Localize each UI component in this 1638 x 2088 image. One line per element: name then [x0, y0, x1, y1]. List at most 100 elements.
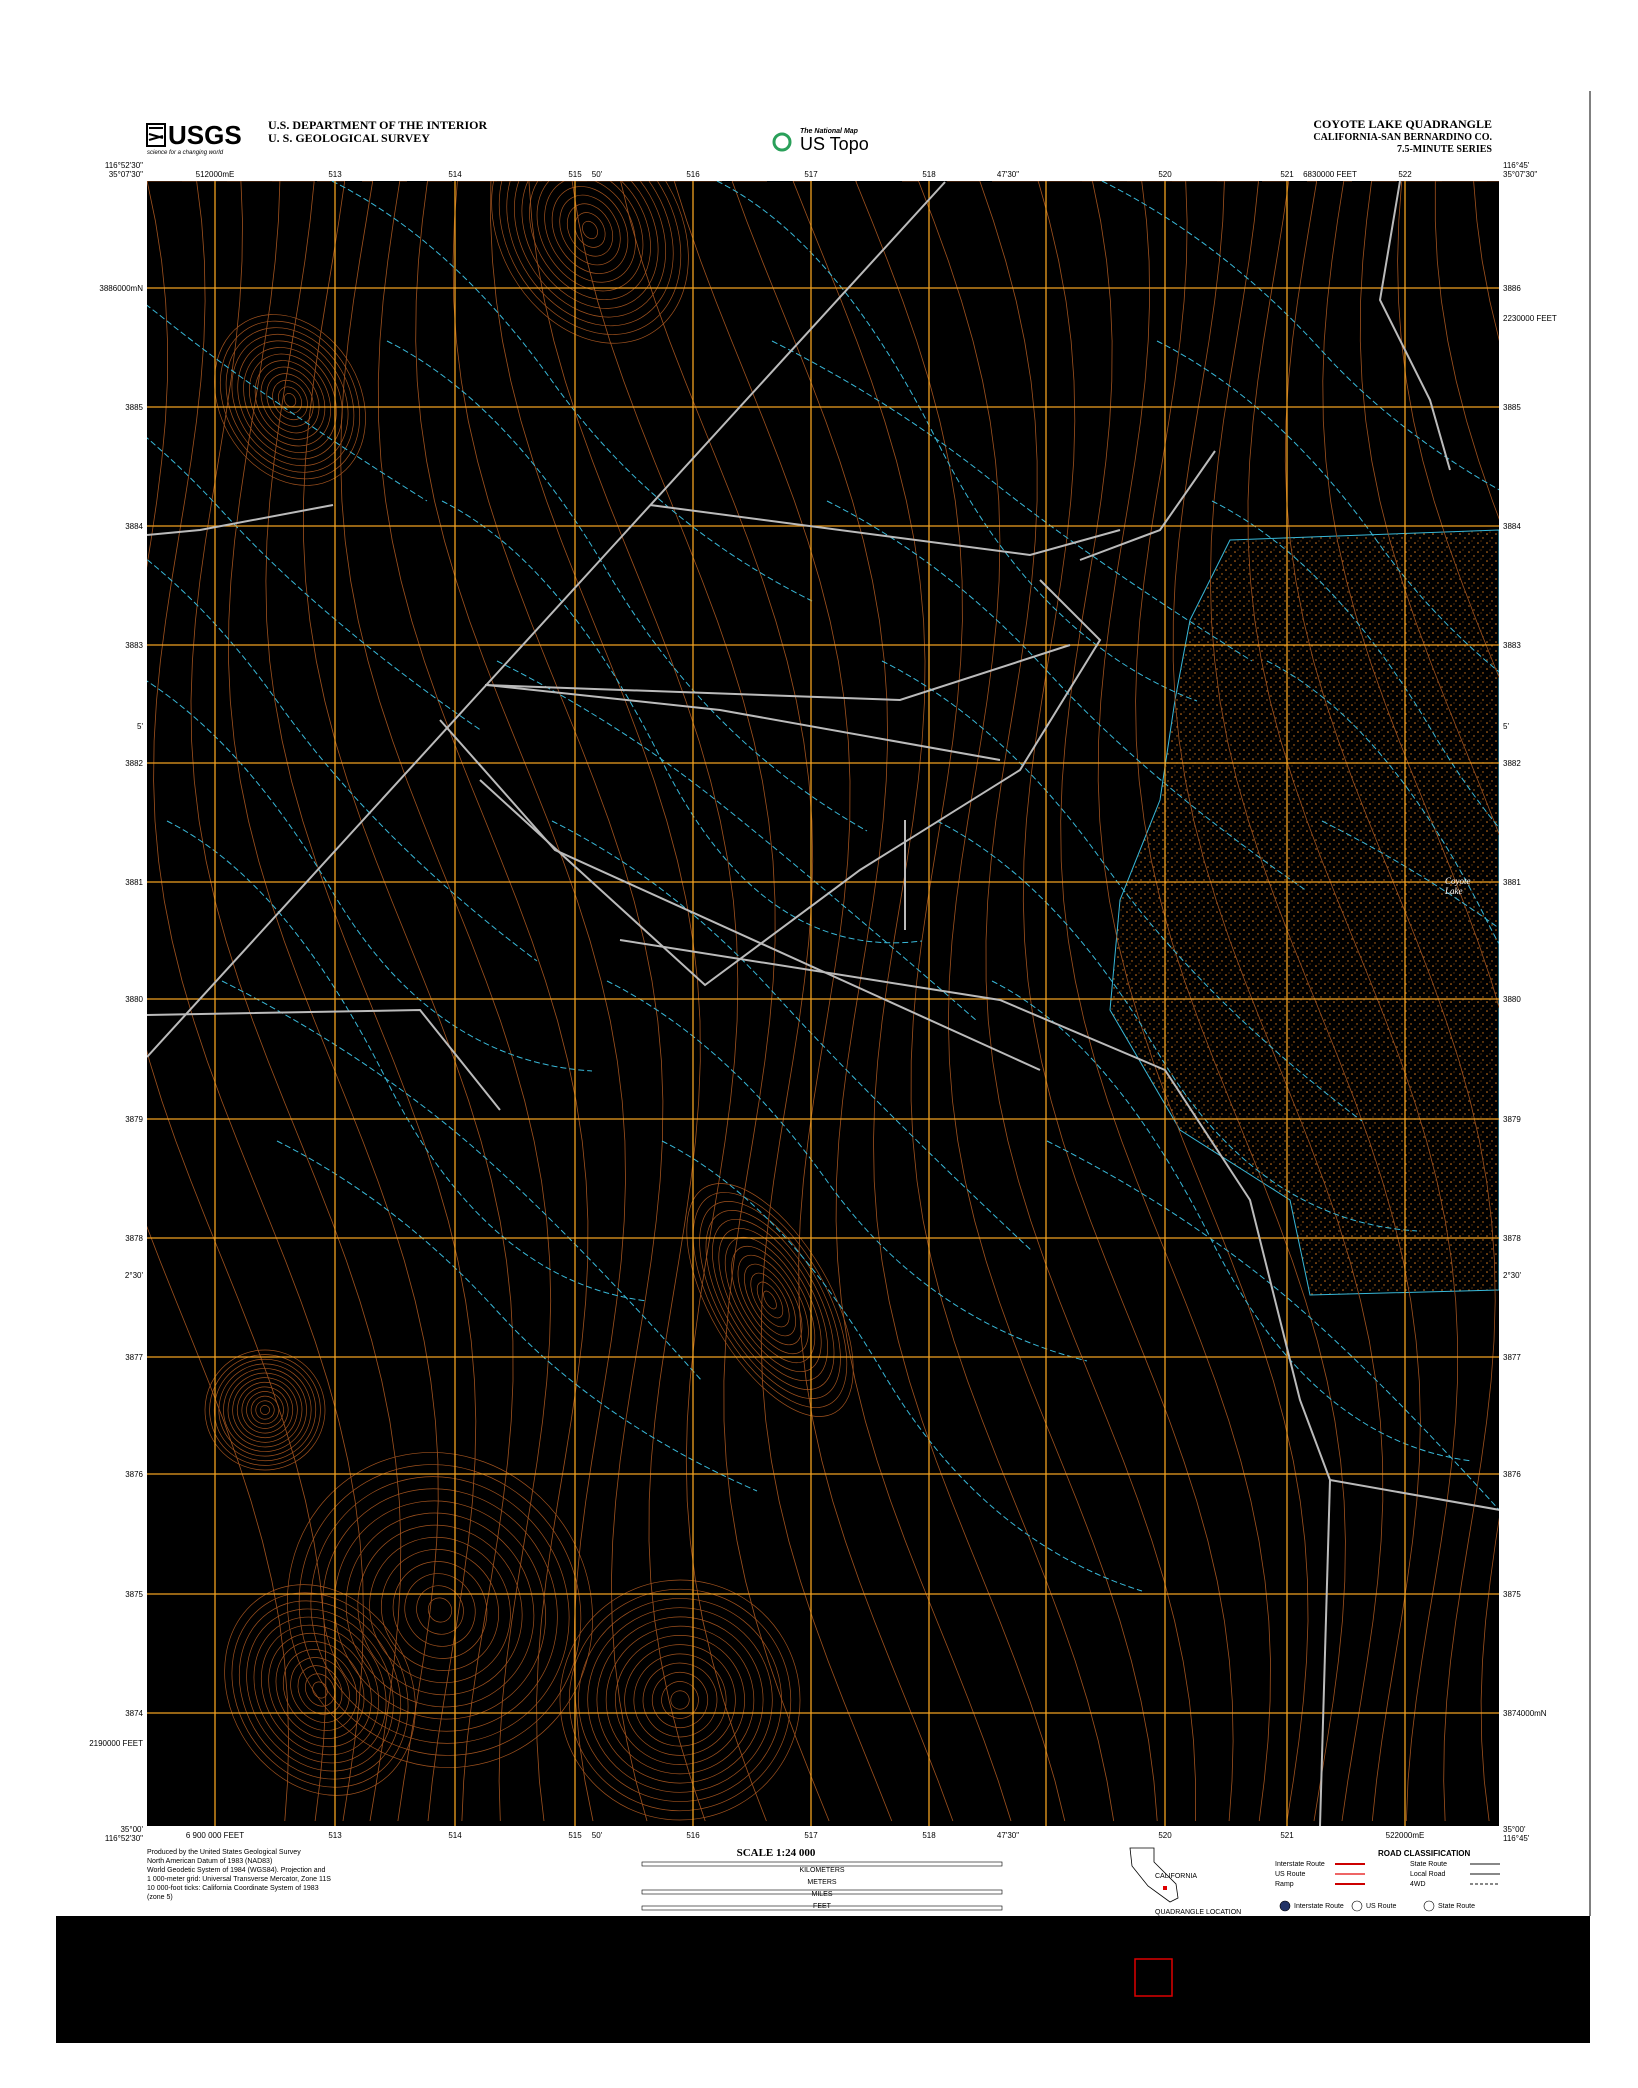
tick-label: 513 [328, 1831, 342, 1840]
stream [991, 980, 1473, 1462]
contour [673, 181, 954, 1822]
hill-contour [763, 1290, 777, 1310]
stream [276, 1140, 758, 1492]
shield [1279, 1900, 1291, 1912]
hill-contour [566, 203, 614, 257]
stream [881, 660, 1363, 1122]
hill-contour [227, 1372, 303, 1448]
hill-contour [686, 1183, 854, 1417]
hill-contour [282, 1649, 358, 1731]
hill-contour [416, 1585, 464, 1635]
hill-contour [225, 327, 355, 473]
tick-label: 518 [922, 1831, 936, 1840]
hill-contour [536, 181, 644, 292]
contour [902, 181, 1158, 1822]
stream [606, 980, 1088, 1362]
tick-label: 3877 [1503, 1353, 1521, 1362]
hill-contour [651, 1671, 709, 1729]
hill-contour [369, 1536, 511, 1684]
corner-label: 116°52'30" [105, 161, 143, 170]
hill-contour [260, 1624, 380, 1756]
hill-contour [724, 1236, 816, 1364]
hill-contour [209, 1354, 321, 1466]
tick-label: 3880 [1503, 995, 1521, 1004]
hill-contour [559, 1579, 801, 1821]
stream [826, 500, 1308, 892]
tick-label: 3876 [1503, 1470, 1521, 1479]
tick-label: 6 900 000 FEET [186, 1831, 244, 1840]
quad-title: COYOTE LAKE QUADRANGLE [1313, 117, 1492, 131]
contour [1127, 181, 1346, 1822]
hill-contour [268, 1632, 372, 1748]
inset-label: CALIFORNIA [1155, 1873, 1197, 1880]
hill-contour [345, 1512, 535, 1708]
hill-contour [255, 1400, 275, 1420]
tick-label: 5' [137, 722, 143, 731]
tick-label: 3885 [125, 403, 143, 412]
dry-lake-bed [1109, 529, 1499, 1296]
tick-label: 47'30" [997, 1831, 1019, 1840]
tick-label: 3879 [125, 1115, 143, 1124]
contour [1434, 181, 1499, 520]
hill-contour [582, 220, 598, 240]
credit-line: 1 000-meter grid: Universal Transverse M… [147, 1876, 331, 1883]
hill-contour [559, 194, 621, 266]
tick-label: 2°30' [1503, 1271, 1522, 1280]
hill-contour [297, 1665, 343, 1715]
stream [716, 181, 1198, 702]
contour [620, 181, 893, 1822]
hill-contour [357, 1524, 523, 1696]
tick-label: 3885 [1503, 403, 1521, 412]
hill-contour [744, 1263, 796, 1337]
tick-label: 3886 [1503, 284, 1521, 293]
tick-label: 50' [592, 170, 603, 179]
scale-unit: KILOMETERS [799, 1867, 844, 1874]
tick-label: 3884 [125, 522, 143, 531]
hill-contour [213, 1358, 317, 1462]
hill-contour [731, 1245, 809, 1355]
stream [331, 181, 813, 602]
tick-label: 516 [686, 1831, 700, 1840]
corner-label: 35°07'30" [109, 170, 143, 179]
hill-contour [241, 1386, 289, 1434]
tick-label: 2190000 FEET [89, 1739, 143, 1748]
tick-label: 522 [1398, 170, 1412, 179]
tick-label: 2230000 FEET [1503, 314, 1557, 323]
contour [147, 181, 364, 1822]
hill-contour [260, 366, 320, 434]
stream [147, 437, 483, 732]
tick-label: 6830000 FEET [1303, 170, 1357, 179]
hill-contour [568, 1588, 792, 1812]
contour [1247, 181, 1459, 1822]
hill-contour [692, 1192, 848, 1408]
tick-label: 513 [328, 170, 342, 179]
hill-contour [624, 1644, 736, 1756]
road [147, 1008, 501, 1111]
credit-line: 10 000-foot ticks: California Coordinate… [147, 1885, 319, 1892]
map-content [147, 181, 1499, 1826]
tick-label: 47'30" [997, 170, 1019, 179]
hill-contour [204, 1349, 326, 1471]
tick-label: 3886000mN [99, 284, 143, 293]
hill-contour [253, 1616, 387, 1764]
hill-contour [633, 1653, 727, 1747]
hill-contour [237, 340, 343, 460]
stream [936, 820, 1418, 1232]
legend-title: ROAD CLASSIFICATION [1378, 1849, 1471, 1858]
hill-contour [615, 1635, 745, 1765]
hill-contour [705, 1210, 835, 1390]
road [147, 504, 334, 536]
tick-label: 516 [686, 170, 700, 179]
corner-label: 35°00' [1503, 1825, 1526, 1834]
contour [182, 181, 402, 1822]
tick-label: 521 [1280, 1831, 1294, 1840]
lake-label: Coyote [1445, 876, 1471, 886]
hill-contour [248, 353, 332, 447]
usgs-wordmark: USGS [168, 120, 242, 150]
tick-label: 3878 [1503, 1234, 1521, 1243]
hill-contour [275, 1641, 365, 1739]
us-topo-icon [772, 132, 792, 152]
hill-contour [310, 1476, 570, 1744]
contour [490, 181, 706, 1822]
scale-bars [641, 1861, 1003, 1911]
